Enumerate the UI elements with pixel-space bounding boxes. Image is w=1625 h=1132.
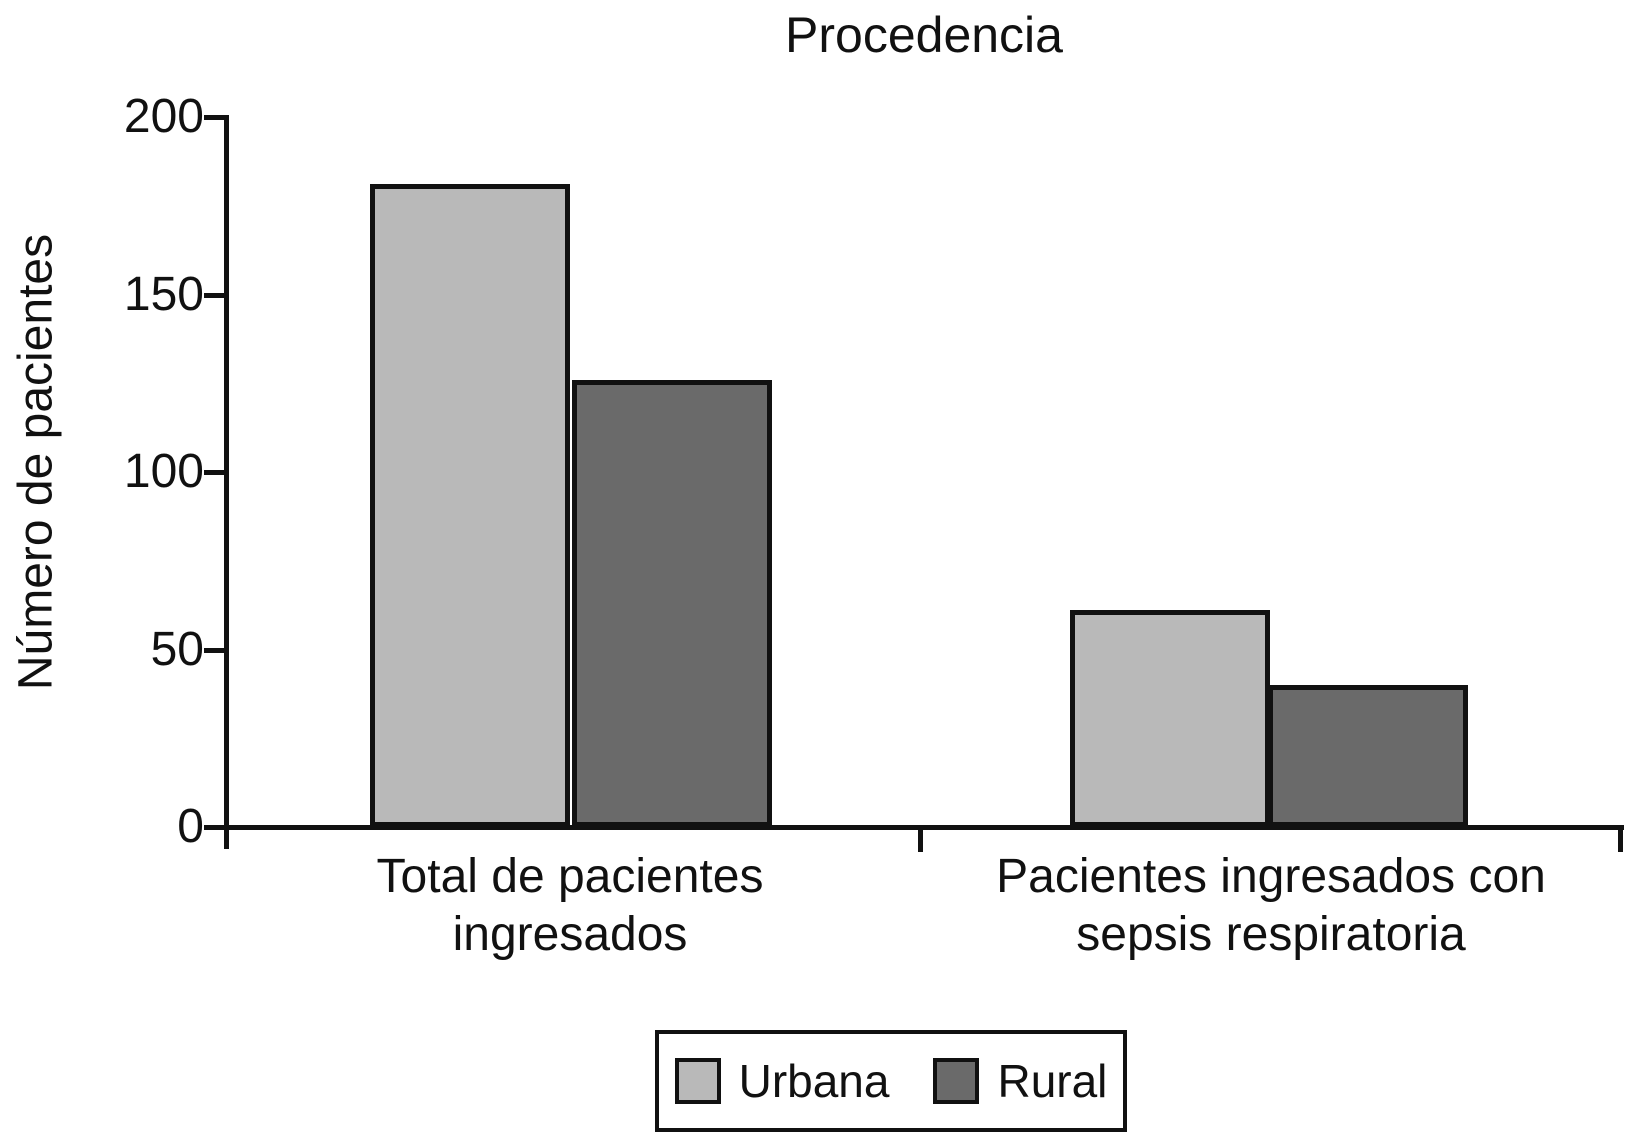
y-tick-label: 200 — [123, 90, 204, 143]
legend-item-rural: Rural — [933, 1054, 1107, 1108]
y-tick-mark — [204, 292, 226, 298]
y-tick-label: 100 — [123, 445, 204, 498]
x-tick-mark — [1618, 830, 1623, 852]
legend-item-urbana: Urbana — [674, 1054, 890, 1108]
x-tick-mark — [918, 830, 923, 852]
bar-rural-0 — [572, 380, 772, 827]
legend-label: Rural — [997, 1055, 1108, 1107]
legend-swatch-rural — [933, 1058, 980, 1104]
category-label: Total de pacientes ingresados — [376, 850, 764, 961]
legend-label: Urbana — [738, 1055, 890, 1107]
y-tick-mark — [204, 115, 226, 120]
y-axis-line — [224, 115, 229, 849]
chart-title: Procedencia — [785, 7, 1063, 63]
x-axis-line — [224, 825, 1624, 830]
bar-urbana-1 — [1070, 610, 1270, 827]
bar-urbana-0 — [370, 184, 570, 827]
category-label: Pacientes ingresados con sepsis respirat… — [996, 850, 1546, 961]
y-tick-mark — [204, 470, 226, 475]
legend: Urbana Rural — [655, 1030, 1127, 1132]
y-tick-mark — [204, 825, 226, 830]
y-tick-label: 150 — [123, 267, 204, 321]
y-tick-label: 0 — [177, 800, 204, 853]
y-tick-mark — [204, 647, 226, 653]
y-tick-label: 50 — [150, 622, 204, 676]
bar-rural-1 — [1268, 685, 1468, 827]
legend-swatch-urbana — [674, 1058, 721, 1104]
